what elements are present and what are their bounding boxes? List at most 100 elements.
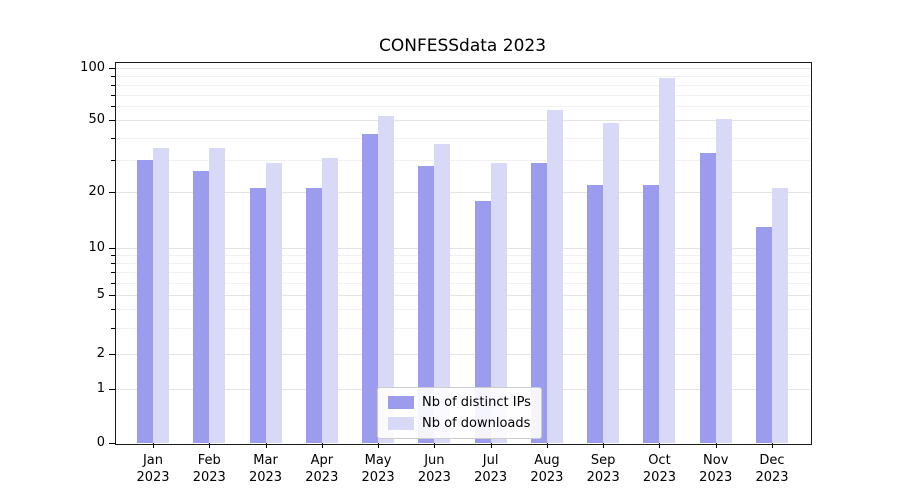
x-axis-tick-label: Sep 2023: [571, 452, 635, 486]
x-axis-tick: [153, 443, 154, 448]
x-axis-tick-label-line: Sep: [590, 453, 616, 468]
x-axis-tick-label: Jun 2023: [402, 452, 466, 486]
minor-gridline: [116, 84, 810, 86]
y-axis-minor-tick: [111, 282, 115, 284]
x-axis-tick-label-line: Jul: [482, 453, 499, 468]
minor-gridline: [116, 94, 810, 96]
x-axis-tick-label-line: Aug: [534, 453, 560, 468]
x-axis-tick-label-line: 2023: [530, 470, 564, 485]
x-axis-tick-label-line: 2023: [474, 470, 508, 485]
y-axis-tick: [109, 192, 115, 193]
y-axis-tick: [109, 443, 115, 444]
minor-gridline: [116, 272, 810, 274]
minor-gridline: [116, 309, 810, 311]
y-axis-tick: [109, 248, 115, 249]
x-axis-tick-label: Dec 2023: [740, 452, 804, 486]
y-axis-minor-tick: [111, 309, 115, 311]
y-axis-tick-label: 10: [88, 240, 105, 255]
bar-distinct-ips: [362, 133, 379, 443]
y-axis-minor-tick: [111, 160, 115, 162]
y-axis-tick: [109, 389, 115, 390]
x-axis-tick-label: Aug 2023: [515, 452, 579, 486]
x-axis-tick: [715, 443, 717, 448]
y-axis-minor-tick: [111, 84, 115, 86]
bar-downloads: [715, 118, 732, 443]
x-axis-tick-label-line: 2023: [136, 470, 170, 485]
x-axis-tick-label-line: 2023: [755, 470, 789, 485]
x-axis-tick: [603, 443, 605, 448]
bar-distinct-ips: [756, 226, 772, 443]
x-axis-tick-label: Feb 2023: [177, 452, 241, 486]
bar-downloads: [659, 77, 676, 443]
y-axis-tick: [109, 295, 115, 296]
x-axis-tick: [490, 443, 492, 448]
x-axis-tick: [772, 443, 773, 448]
x-axis-tick: [209, 443, 211, 448]
bar-downloads: [434, 143, 451, 443]
x-axis-tick-label-line: 2023: [642, 470, 676, 485]
major-gridline: [116, 68, 810, 69]
y-axis-tick: [109, 354, 115, 355]
bar-distinct-ips: [305, 188, 322, 443]
chart-title: CONFESSdata 2023: [378, 36, 547, 56]
bar-downloads: [265, 162, 282, 443]
x-axis-tick: [265, 443, 267, 448]
x-axis-tick-label: Oct 2023: [627, 452, 691, 486]
minor-gridline: [116, 75, 810, 77]
minor-gridline: [116, 327, 810, 329]
bar-downloads: [490, 162, 507, 443]
x-axis-tick-label-line: 2023: [699, 470, 733, 485]
x-axis-tick-label-line: 2023: [248, 470, 283, 485]
y-axis-minor-tick: [111, 272, 115, 274]
x-axis-tick: [659, 443, 661, 448]
minor-gridline: [116, 255, 810, 257]
minor-gridline: [116, 137, 810, 139]
x-axis-tick: [378, 443, 380, 448]
y-axis-tick: [109, 120, 115, 121]
legend-label-downloads: Nb of downloads: [422, 416, 531, 431]
y-axis-tick: [109, 68, 115, 69]
x-axis-tick-label-line: Nov: [703, 453, 729, 468]
x-axis-tick-label-line: 2023: [586, 470, 620, 485]
bar-distinct-ips: [193, 171, 210, 443]
x-axis-tick: [321, 443, 323, 448]
y-axis-minor-tick: [111, 137, 115, 139]
y-axis-tick-label: 50: [88, 112, 105, 127]
y-axis-tick-label: 20: [88, 184, 105, 199]
bar-distinct-ips: [249, 188, 266, 443]
minor-gridline: [116, 263, 810, 265]
legend-item-downloads: Nb of downloads: [388, 416, 531, 431]
legend-item-distinct-ips: Nb of distinct IPs: [388, 395, 531, 410]
x-axis-tick-label: Mar 2023: [234, 452, 298, 486]
x-axis-tick-label: Jul 2023: [459, 452, 523, 486]
x-axis-tick-label: Nov 2023: [684, 452, 748, 486]
legend-swatch-distinct-ips: [388, 396, 414, 409]
bar-downloads: [321, 157, 338, 443]
bar-distinct-ips: [587, 184, 604, 443]
y-axis-minor-tick: [111, 255, 115, 257]
minor-gridline: [116, 282, 810, 284]
bar-distinct-ips: [418, 165, 435, 443]
x-axis-tick-label-line: Jun: [424, 453, 445, 468]
y-axis-minor-tick: [111, 75, 115, 77]
bar-downloads: [209, 148, 226, 443]
x-axis-tick-label-line: May: [364, 453, 392, 468]
bar-distinct-ips: [137, 160, 153, 443]
x-axis-tick: [546, 443, 548, 448]
x-axis-tick-label-line: 2023: [305, 470, 339, 485]
bar-downloads: [603, 123, 620, 443]
x-axis-tick-label-line: 2023: [417, 470, 451, 485]
bar-downloads: [153, 148, 169, 443]
bar-downloads: [378, 115, 395, 443]
bar-distinct-ips: [474, 200, 491, 443]
x-axis-tick-label-line: Apr: [310, 453, 334, 468]
bar-distinct-ips: [699, 152, 716, 443]
major-gridline: [116, 192, 810, 193]
minor-gridline: [116, 160, 810, 162]
major-gridline: [116, 295, 810, 296]
legend-label-distinct-ips: Nb of distinct IPs: [422, 395, 531, 410]
major-gridline: [116, 248, 810, 249]
y-axis-tick-label: 2: [96, 346, 105, 361]
x-axis-tick-label-line: Mar: [253, 453, 278, 468]
